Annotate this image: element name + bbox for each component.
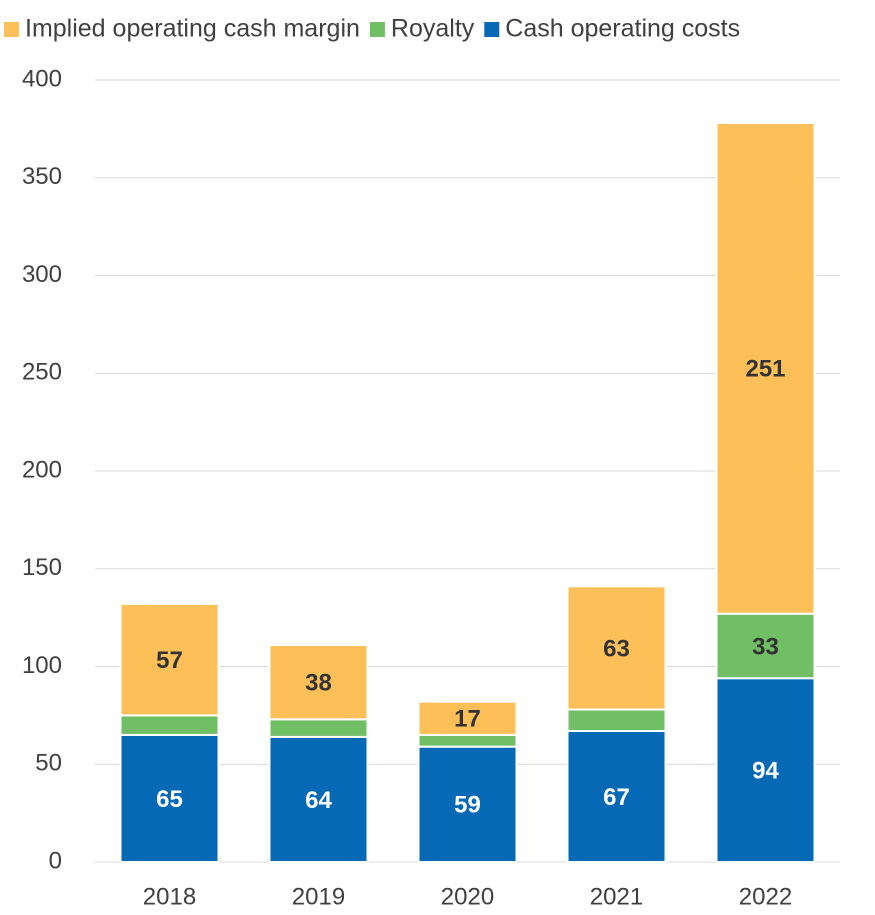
legend-label: Implied operating cash margin — [25, 15, 360, 43]
legend-label: Cash operating costs — [505, 15, 740, 43]
x-tick-label: 2022 — [739, 883, 792, 910]
y-tick-label: 150 — [22, 554, 62, 581]
y-tick-label: 250 — [22, 359, 62, 386]
bar-segment — [119, 714, 220, 736]
data-label: 57 — [156, 647, 183, 674]
bar-segment — [715, 612, 816, 680]
x-tick-label: 2021 — [590, 883, 643, 910]
x-tick-label: 2018 — [143, 883, 196, 910]
legend-swatch — [484, 22, 500, 37]
legend-swatch — [369, 22, 385, 37]
bar-segment — [566, 708, 667, 733]
data-label: 67 — [603, 784, 630, 811]
data-label: 65 — [156, 786, 183, 813]
bar-segment — [566, 585, 667, 711]
y-tick-label: 100 — [22, 652, 62, 679]
y-tick-label: 200 — [22, 456, 62, 483]
bar-segment — [119, 733, 220, 863]
bar-segment — [715, 122, 816, 615]
bar-segment — [715, 677, 816, 863]
data-label: 251 — [745, 356, 785, 383]
data-label: 38 — [305, 669, 332, 696]
bar-segment — [119, 602, 220, 717]
legend-swatch — [4, 22, 19, 37]
y-tick-label: 400 — [22, 65, 62, 92]
bar-segment — [417, 700, 518, 736]
data-label: 63 — [603, 635, 630, 662]
data-label: 64 — [305, 787, 332, 814]
data-label: 94 — [752, 757, 779, 784]
x-tick-label: 2020 — [441, 883, 494, 910]
legend-label: Royalty — [391, 15, 475, 43]
x-tick-label: 2019 — [292, 883, 345, 910]
y-tick-label: 350 — [22, 163, 62, 190]
y-tick-label: 0 — [49, 847, 62, 874]
data-label: 33 — [752, 633, 779, 660]
y-tick-label: 300 — [22, 261, 62, 288]
bar-segment — [417, 733, 518, 748]
data-label: 17 — [454, 706, 481, 733]
y-tick-label: 50 — [35, 750, 62, 777]
bar-segment — [268, 718, 369, 738]
data-label: 59 — [454, 792, 481, 819]
bar-segment — [268, 643, 369, 721]
